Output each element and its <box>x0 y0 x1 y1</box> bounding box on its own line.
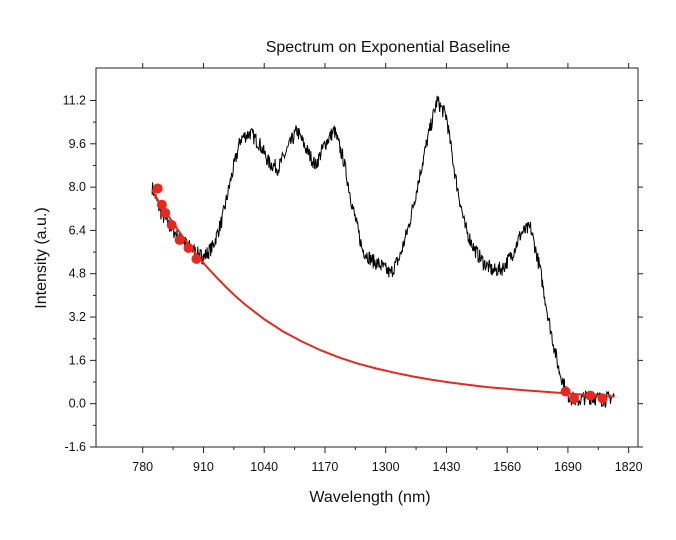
x-tick-label: 1040 <box>250 460 278 474</box>
baseline-point <box>560 386 571 397</box>
x-axis-label: Wavelength (nm) <box>309 489 430 506</box>
y-tick-label: 9.6 <box>69 137 86 151</box>
baseline-point <box>597 393 608 404</box>
y-tick-label: 11.2 <box>63 93 86 107</box>
baseline-point <box>585 390 596 401</box>
baseline-points <box>152 183 608 404</box>
x-tick-label: 1820 <box>615 460 643 474</box>
y-tick-label: 0.0 <box>69 397 86 411</box>
x-tick-label: 1300 <box>372 460 400 474</box>
y-tick-label: 8.0 <box>69 180 86 194</box>
y-tick-label: 4.8 <box>69 267 86 281</box>
series-layer <box>151 95 615 409</box>
plot-frame <box>95 67 639 448</box>
x-tick-label: 1690 <box>554 460 582 474</box>
y-axis-label: Intensity (a.u.) <box>33 207 50 308</box>
baseline-point <box>152 183 163 194</box>
y-tick-label: 6.4 <box>69 223 86 237</box>
baseline-point <box>191 253 202 264</box>
x-tick-label: 910 <box>193 460 214 474</box>
x-tick-label: 1430 <box>433 460 461 474</box>
baseline-point <box>166 220 177 231</box>
x-tick-label: 780 <box>132 460 153 474</box>
x-tick-label: 1170 <box>312 460 339 474</box>
baseline-point <box>568 393 579 404</box>
x-tick-label: 1560 <box>493 460 521 474</box>
y-tick-label: 3.2 <box>69 310 86 324</box>
baseline-point <box>160 207 171 218</box>
baseline-point <box>156 199 167 210</box>
y-tick-label: 1.6 <box>69 353 86 367</box>
baseline-point <box>174 234 185 245</box>
chart-title: Spectrum on Exponential Baseline <box>266 39 511 56</box>
y-tick-label: -1.6 <box>64 440 86 454</box>
baseline-point <box>183 243 194 254</box>
axis-ticks: 780 910 1040 1170 1300 1430 1560 1690 1820 -1.6 0.… <box>63 63 643 474</box>
spectrum-line <box>151 95 615 409</box>
